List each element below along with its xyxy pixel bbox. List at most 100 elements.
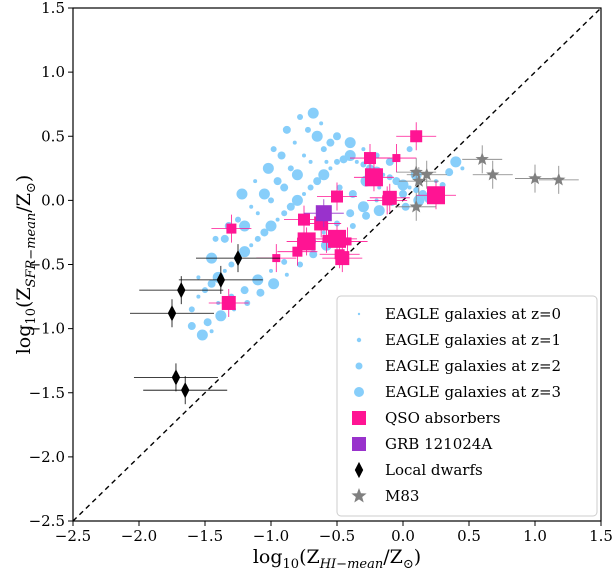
series-grb-121024a — [303, 199, 344, 228]
data-point — [275, 217, 280, 222]
data-point — [216, 271, 226, 288]
legend-entry: EAGLE galaxies at z=3 — [354, 383, 561, 401]
data-point — [268, 197, 274, 204]
legend-label: M83 — [385, 487, 419, 505]
legend-marker — [352, 411, 366, 425]
data-point — [239, 220, 251, 232]
legend-entry: EAGLE galaxies at z=2 — [355, 357, 561, 375]
data-point — [215, 310, 227, 322]
data-point — [298, 213, 310, 226]
data-point — [262, 162, 274, 174]
data-point — [270, 146, 277, 153]
data-point — [302, 153, 306, 158]
data-point — [292, 140, 297, 145]
data-point — [315, 205, 332, 222]
data-point — [297, 232, 316, 251]
legend-marker — [354, 461, 364, 479]
data-point — [302, 191, 306, 196]
data-point — [307, 107, 319, 119]
data-point — [346, 209, 355, 218]
data-point — [486, 167, 500, 181]
legend-marker — [357, 312, 361, 316]
data-point — [280, 183, 289, 192]
y-tick-label: 0.0 — [41, 191, 65, 209]
legend-marker — [354, 387, 364, 397]
data-point — [308, 159, 313, 164]
legend-marker — [351, 488, 367, 503]
legend-label: QSO absorbers — [385, 409, 500, 427]
data-point — [269, 268, 273, 273]
x-tick-label: 0.0 — [391, 527, 415, 545]
data-point — [344, 149, 356, 161]
data-point — [196, 294, 201, 299]
data-point — [348, 189, 357, 198]
data-point — [410, 130, 423, 143]
y-tick-label: −2.0 — [29, 448, 65, 466]
x-tick-label: −2.5 — [55, 527, 91, 545]
data-point — [228, 261, 235, 268]
data-point — [268, 278, 280, 290]
data-point — [177, 282, 186, 299]
data-point — [382, 190, 397, 205]
x-tick-label: 0.5 — [457, 527, 481, 545]
data-point — [256, 288, 265, 297]
data-point — [304, 126, 311, 133]
data-point — [321, 230, 326, 235]
legend: EAGLE galaxies at z=0 EAGLE galaxies at z… — [336, 295, 598, 517]
x-tick-label: −0.5 — [319, 527, 355, 545]
data-point — [335, 251, 350, 266]
data-point — [354, 159, 359, 164]
data-point — [328, 229, 346, 248]
y-tick-label: −1.0 — [29, 320, 65, 338]
legend-label: GRB 121024A — [385, 435, 492, 453]
data-point — [362, 211, 371, 220]
legend-marker — [355, 362, 363, 370]
data-point — [528, 171, 542, 185]
data-point — [319, 121, 324, 126]
legend-entry: Local dwarfs — [354, 461, 483, 479]
data-point — [187, 322, 196, 331]
data-point — [171, 369, 181, 386]
data-point — [240, 286, 249, 295]
legend-marker — [352, 437, 366, 451]
data-point — [286, 202, 295, 211]
legend-label: EAGLE galaxies at z=0 — [385, 305, 561, 323]
data-point — [291, 169, 303, 181]
data-point — [320, 146, 327, 153]
data-point — [203, 318, 212, 327]
data-point — [364, 168, 383, 187]
legend-label: Local dwarfs — [385, 461, 483, 479]
data-point — [450, 156, 462, 168]
data-point — [406, 146, 413, 153]
data-point — [235, 216, 241, 223]
legend-entry: EAGLE galaxies at z=1 — [356, 331, 561, 349]
data-point — [409, 199, 423, 213]
data-point — [282, 125, 291, 134]
data-point — [209, 329, 214, 334]
data-point — [287, 165, 294, 172]
data-point — [334, 158, 340, 165]
series-qso-absorbers — [208, 122, 456, 317]
legend-entry: M83 — [351, 487, 419, 505]
data-point — [196, 275, 201, 280]
legend-entry: GRB 121024A — [352, 435, 492, 453]
y-tick-label: −2.5 — [29, 512, 65, 530]
y-tick-label: 1.0 — [41, 63, 65, 81]
series-local-dwarfs — [130, 244, 280, 405]
data-point — [373, 205, 385, 217]
data-point — [255, 211, 260, 216]
y-tick-label: −1.5 — [29, 384, 65, 402]
data-point — [292, 246, 303, 257]
x-tick-label: −1.5 — [187, 527, 223, 545]
data-point — [445, 168, 454, 177]
data-point — [311, 130, 323, 142]
data-point — [297, 261, 304, 268]
data-point — [475, 152, 489, 165]
series-m83 — [396, 145, 579, 221]
data-point — [167, 305, 177, 322]
data-point — [399, 189, 407, 198]
y-tick-label: −0.5 — [29, 256, 65, 274]
data-point — [207, 279, 216, 288]
data-point — [249, 243, 254, 248]
